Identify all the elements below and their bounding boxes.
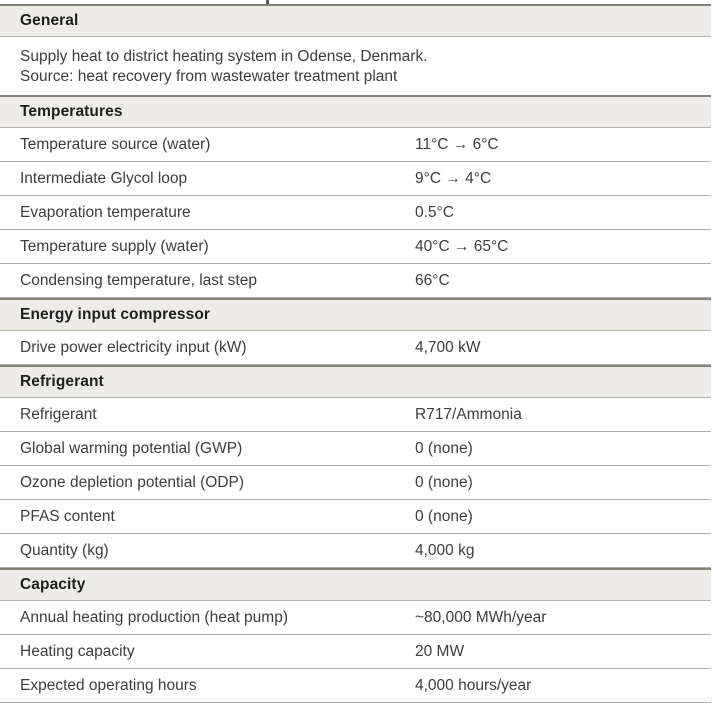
table-row: Evaporation temperature 0.5°C [0, 196, 711, 230]
section-temperatures: Temperatures Temperature source (water) 11… [0, 95, 711, 298]
row-value: ~80,000 MWh/year [415, 608, 547, 626]
row-value: 66°C [415, 271, 450, 289]
row-label: Drive power electricity input (kW) [20, 338, 247, 356]
row-value: 4,000 kg [415, 541, 475, 559]
table-row: PFAS content 0 (none) [0, 500, 711, 534]
section-title: Refrigerant [20, 373, 104, 390]
row-value: 20 MW [415, 642, 465, 660]
row-label: Expected operating hours [20, 676, 197, 694]
section-refrigerant: Refrigerant Refrigerant R717/Ammonia Global… [0, 365, 711, 568]
table-row: Temperature source (water) 11°C → 6°C [0, 128, 711, 162]
section-header-temperatures: Temperatures [0, 97, 711, 128]
section-title: General [20, 12, 79, 29]
row-value: R717/Ammonia [415, 405, 522, 423]
description-line: Supply heat to district heating system i… [20, 48, 428, 65]
section-header-energy-input-compressor: Energy input compressor [0, 300, 711, 331]
row-value: 9°C → 4°C [415, 169, 492, 187]
description-block: Supply heat to district heating system i… [0, 37, 711, 95]
table-row: Intermediate Glycol loop 9°C → 4°C [0, 162, 711, 196]
row-value: 4,000 hours/year [415, 676, 532, 694]
table-row: Heating capacity 20 MW [0, 635, 711, 669]
row-label: Heating capacity [20, 642, 135, 660]
row-label: Temperature source (water) [20, 135, 211, 153]
section-title: Temperatures [20, 103, 123, 120]
section-header-refrigerant: Refrigerant [0, 367, 711, 398]
row-value: 11°C → 6°C [415, 135, 499, 153]
table-row: Temperature supply (water) 40°C → 65°C [0, 230, 711, 264]
section-title: Capacity [20, 576, 86, 593]
section-capacity: Capacity Annual heating production (heat … [0, 568, 711, 703]
table-row: Quantity (kg) 4,000 kg [0, 534, 711, 568]
row-value: 0 (none) [415, 473, 473, 491]
table-row: Drive power electricity input (kW) 4,700 … [0, 331, 711, 365]
cropped-text-artifact [266, 0, 269, 4]
row-label: Annual heating production (heat pump) [20, 608, 288, 626]
row-value: 0.5°C [415, 203, 454, 221]
row-value: 4,700 kW [415, 338, 481, 356]
table-row: Ozone depletion potential (ODP) 0 (none) [0, 466, 711, 500]
table-row: Annual heating production (heat pump) ~80… [0, 601, 711, 635]
row-label: Temperature supply (water) [20, 237, 209, 255]
row-value: 40°C → 65°C [415, 237, 509, 255]
specification-table: General Supply heat to district heating s… [0, 4, 711, 703]
row-value: 0 (none) [415, 439, 473, 457]
table-row: Global warming potential (GWP) 0 (none) [0, 432, 711, 466]
section-title: Energy input compressor [20, 306, 211, 323]
section-header-general: General [0, 6, 711, 37]
row-label: Intermediate Glycol loop [20, 169, 188, 187]
row-label: PFAS content [20, 507, 115, 525]
row-label: Condensing temperature, last step [20, 271, 257, 289]
table-row: Expected operating hours 4,000 hours/year [0, 669, 711, 703]
row-label: Refrigerant [20, 405, 97, 423]
table-row: Condensing temperature, last step 66°C [0, 264, 711, 298]
row-value: 0 (none) [415, 507, 473, 525]
row-label: Global warming potential (GWP) [20, 439, 243, 457]
description-line: Source: heat recovery from wastewater tr… [20, 68, 398, 85]
row-label: Ozone depletion potential (ODP) [20, 473, 245, 491]
row-label: Evaporation temperature [20, 203, 191, 221]
section-general: General Supply heat to district heating s… [0, 4, 711, 95]
table-row: Refrigerant R717/Ammonia [0, 398, 711, 432]
section-energy-input-compressor: Energy input compressor Drive power elect… [0, 298, 711, 365]
row-label: Quantity (kg) [20, 541, 109, 559]
section-header-capacity: Capacity [0, 570, 711, 601]
